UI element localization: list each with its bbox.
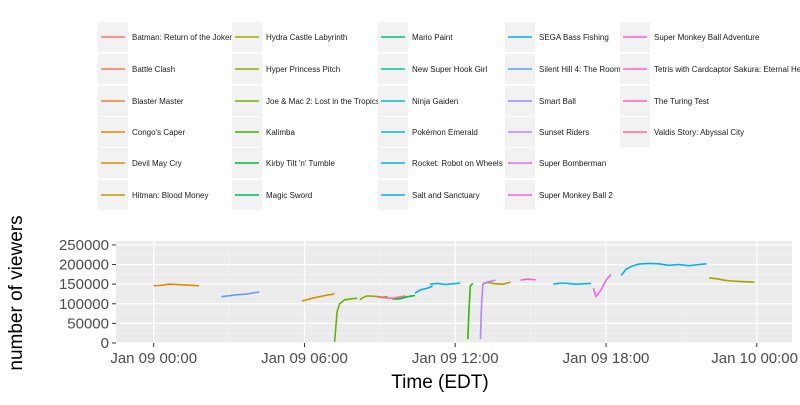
legend-label: Super Bomberman (539, 159, 606, 168)
legend-label: Valdis Story: Abyssal City (654, 128, 744, 137)
series-line (467, 282, 474, 340)
grid-lines (116, 241, 792, 344)
series-line (414, 285, 433, 294)
series-line (377, 295, 406, 300)
legend-label: Super Monkey Ball Adventure (654, 33, 760, 42)
series-line (709, 277, 755, 283)
legend-label: Congo's Caper (132, 128, 185, 137)
y-axis: 0 50000 100000 150000 200000 250000 (59, 237, 116, 352)
legend-label: Pokémon Emerald (412, 128, 478, 137)
series-line (221, 291, 260, 298)
series-line (620, 262, 707, 276)
plot-panel (116, 241, 792, 343)
legend-label: Hydra Castle Labyrinth (266, 33, 347, 42)
y-tick-label: 150000 (59, 276, 109, 293)
legend: Batman: Return of the Joker Battle Clash B… (98, 22, 800, 210)
series-line (153, 283, 199, 287)
series-line (333, 297, 358, 342)
legend-label: Blaster Master (132, 97, 184, 106)
legend-label: Batman: Return of the Joker (132, 33, 232, 42)
legend-label: Battle Clash (132, 65, 175, 74)
legend-label: Hyper Princess Pitch (266, 65, 340, 74)
series-line (392, 294, 416, 300)
legend-label: Sunset Riders (539, 128, 589, 137)
series-line (553, 282, 592, 286)
series-line (430, 282, 461, 286)
legend-label: Rocket: Robot on Wheels (412, 159, 503, 168)
series-line (592, 273, 612, 298)
legend-label: SEGA Bass Fishing (539, 33, 609, 42)
x-tick-label: Jan 09 18:00 (563, 350, 650, 367)
series-line (301, 292, 335, 302)
legend-label: New Super Hook Girl (412, 65, 487, 74)
y-tick-label: 0 (101, 335, 109, 352)
legend-label: Kirby Tilt 'n' Tumble (266, 159, 335, 168)
legend-label: Mario Paint (412, 33, 453, 42)
legend-label: Magic Sword (266, 191, 312, 200)
y-tick-label: 200000 (59, 257, 109, 274)
legend-label: Super Monkey Ball 2 (539, 191, 613, 200)
y-tick-label: 250000 (59, 237, 109, 254)
y-axis-title: number of viewers (6, 215, 27, 370)
x-tick-label: Jan 10 00:00 (711, 350, 798, 367)
legend-label: Smart Ball (539, 97, 576, 106)
y-tick-label: 100000 (59, 296, 109, 313)
legend-label: Salt and Sanctuary (412, 191, 480, 200)
series-line (520, 278, 536, 281)
legend-label: Hitman: Blood Money (132, 191, 208, 200)
x-axis: Jan 09 00:00 Jan 09 06:00 Jan 09 12:00 Jan … (110, 343, 798, 367)
legend-label: Ninja Gaiden (412, 97, 458, 106)
legend-label: Tetris with Cardcaptor Sakura: Eternal H… (654, 65, 800, 74)
legend-label: Joe & Mac 2: Lost in the Tropics (266, 97, 380, 106)
x-axis-title: Time (EDT) (391, 372, 488, 393)
y-tick-label: 50000 (67, 315, 109, 332)
x-tick-label: Jan 09 00:00 (110, 350, 197, 367)
x-tick-label: Jan 09 06:00 (261, 350, 348, 367)
legend-label: Kalimba (266, 128, 295, 137)
legend-label: Silent Hill 4: The Room (539, 65, 621, 74)
x-tick-label: Jan 09 12:00 (412, 350, 499, 367)
series-lines (153, 262, 755, 342)
legend-label: Devil May Cry (132, 159, 182, 168)
legend-label: The Turing Test (654, 97, 710, 106)
series-line (479, 279, 496, 340)
